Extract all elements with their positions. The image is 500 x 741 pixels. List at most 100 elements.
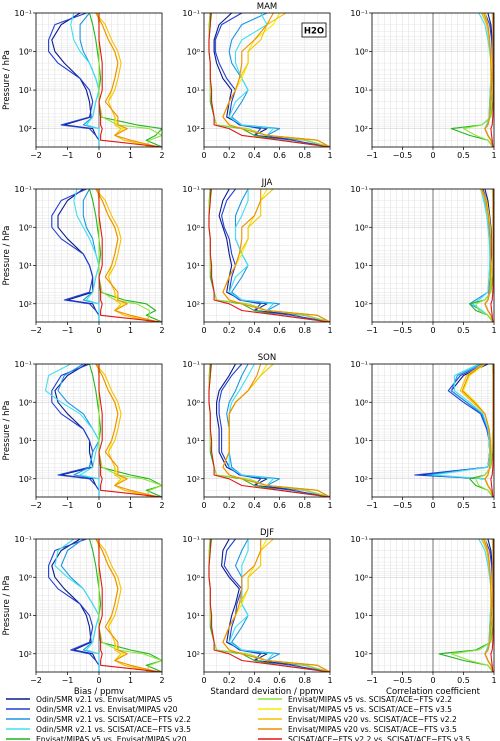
series-line [228, 13, 330, 147]
y-tick-label: 10² [19, 300, 32, 309]
panel-djf-std: 0 0.2 0.4 0.6 0.8 1 10⁻¹ 10⁰ 10¹ 10² Standard devi… [182, 535, 332, 697]
x-tick-label: 1 [491, 676, 496, 685]
series-line [73, 189, 100, 322]
y-axis-label: Pressure / hPa [2, 576, 12, 636]
x-tick-label: −0.5 [393, 326, 412, 335]
y-tick-label: 10⁻¹ [14, 9, 32, 18]
series-line [490, 189, 494, 322]
x-axis-label: Correlation coefficient [386, 687, 481, 697]
series-line [481, 189, 494, 322]
series-line [222, 364, 330, 497]
y-tick-label: 10² [187, 475, 200, 484]
y-tick-label: 10⁻¹ [14, 360, 32, 369]
y-tick-label: 10⁰ [19, 223, 32, 232]
x-tick-label: −1 [366, 151, 378, 160]
legend-entry: Envisat/MIPAS v5 vs. SCISAT/ACE−FTS v3.5 [288, 705, 452, 714]
x-tick-label: −1 [62, 151, 74, 160]
x-tick-label: 0.5 [457, 676, 470, 685]
y-tick-label: 10⁰ [187, 398, 200, 407]
y-tick-label: 10⁰ [355, 48, 368, 57]
species-badge-label: H2O [304, 27, 324, 37]
y-tick-label: 10² [355, 650, 368, 659]
x-tick-label: −1 [62, 326, 74, 335]
y-tick-label: 10⁻¹ [182, 360, 200, 369]
x-tick-label: 0 [96, 676, 101, 685]
series-line [228, 13, 330, 147]
series-line [95, 189, 159, 322]
panel-frame [203, 363, 331, 498]
panel-frame [203, 538, 331, 673]
series-line [221, 189, 330, 322]
y-tick-label: 10¹ [19, 437, 32, 446]
x-tick-label: −0.5 [393, 501, 412, 510]
y-tick-label: 10⁻¹ [182, 185, 200, 194]
series-line [223, 539, 330, 672]
x-tick-label: 1 [327, 501, 332, 510]
series-line [490, 364, 494, 497]
x-tick-label: 1 [128, 326, 133, 335]
y-tick-label: 10¹ [19, 86, 32, 95]
series-line [450, 539, 494, 672]
x-tick-label: 0 [201, 676, 206, 685]
x-tick-label: 0 [430, 151, 435, 160]
x-tick-label: 1 [491, 151, 496, 160]
panel-son-corr: −1 −0.5 0 0.5 1 10⁻¹ 10⁰ 10¹ 10² [350, 360, 496, 510]
x-tick-label: 2 [159, 676, 164, 685]
y-tick-label: 10² [19, 650, 32, 659]
legend-entry: Odin/SMR v2.1 vs. Envisat/MIPAS v20 [36, 705, 178, 714]
x-tick-label: 0.6 [273, 676, 286, 685]
x-tick-label: −1 [62, 501, 74, 510]
panel-jja-bias: −2 −1 0 1 2 10⁻¹ 10⁰ 10¹ 10² Pressure / hPa [2, 185, 165, 335]
x-tick-label: 1 [128, 151, 133, 160]
x-tick-label: 0 [96, 501, 101, 510]
y-tick-label: 10⁻¹ [182, 535, 200, 544]
panel-mam-bias: −2 −1 0 1 2 10⁻¹ 10⁰ 10¹ 10² Pressure / hPa [2, 9, 165, 160]
x-tick-label: −1 [366, 676, 378, 685]
panel-mam-std: 0 0.2 0.4 0.6 0.8 1 10⁻¹ 10⁰ 10¹ 10² [182, 9, 332, 160]
legend-entry: Odin/SMR v2.1 vs. SCISAT/ACE−FTS v3.5 [36, 725, 191, 734]
series-line [95, 539, 159, 672]
x-tick-label: 2 [159, 501, 164, 510]
x-tick-label: 0.2 [223, 151, 236, 160]
series-line [462, 13, 494, 147]
y-tick-label: 10⁻¹ [350, 185, 368, 194]
x-tick-label: 0.6 [273, 501, 286, 510]
series-line [216, 364, 330, 497]
series-line [208, 189, 330, 322]
series-line [208, 13, 330, 147]
x-tick-label: 0.5 [457, 151, 470, 160]
series-line [95, 13, 159, 147]
panel-son-bias: −2 −1 0 1 2 10⁻¹ 10⁰ 10¹ 10² Pressure / hPa [2, 360, 165, 510]
y-tick-label: 10² [355, 125, 368, 134]
y-tick-label: 10¹ [355, 612, 368, 621]
series-line [51, 189, 100, 322]
series-line [214, 13, 330, 147]
legend-entry: SCISAT/ACE−FTS v2.2 vs. SCISAT/ACE−FTS v… [288, 735, 471, 741]
series-line [208, 539, 330, 672]
panel-frame [203, 12, 331, 148]
x-tick-label: 0.5 [457, 326, 470, 335]
season-title-mam: MAM [257, 2, 277, 12]
y-tick-label: 10⁻¹ [350, 535, 368, 544]
y-tick-label: 10² [187, 650, 200, 659]
season-title-djf: DJF [260, 528, 274, 538]
x-tick-label: 0 [96, 151, 101, 160]
x-tick-label: 0.4 [248, 676, 261, 685]
legend-entry: Envisat/MIPAS v5 vs. Envisat/MIPAS v20 [36, 735, 187, 741]
panel-djf-bias: −2 −1 0 1 2 10⁻¹ 10⁰ 10¹ 10² Pressure / hPa Bias /… [2, 535, 165, 697]
y-axis-label: Pressure / hPa [2, 50, 12, 110]
x-tick-label: 0 [430, 326, 435, 335]
y-tick-label: 10¹ [187, 612, 200, 621]
x-tick-label: 0.5 [457, 501, 470, 510]
series-line [98, 13, 162, 147]
y-tick-label: 10¹ [355, 262, 368, 271]
series-line [490, 539, 494, 672]
y-tick-label: 10⁰ [19, 398, 32, 407]
series-line [95, 364, 159, 497]
panel-mam-corr: −1 −0.5 0 0.5 1 10⁻¹ 10⁰ 10¹ 10² [350, 9, 496, 160]
legend-entry: Odin/SMR v2.1 vs. Envisat/MIPAS v5 [36, 695, 173, 704]
x-tick-label: 0.4 [248, 326, 261, 335]
y-tick-label: 10¹ [187, 437, 200, 446]
x-tick-label: 1 [491, 501, 496, 510]
